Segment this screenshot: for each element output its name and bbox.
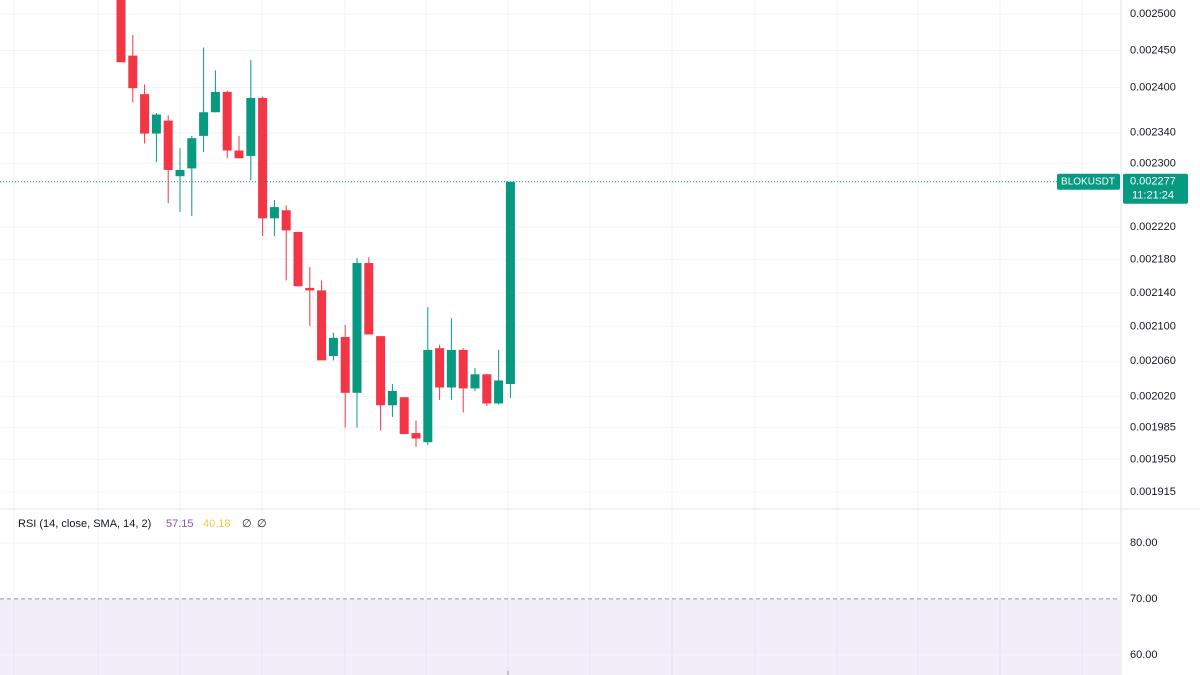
candles bbox=[116, 0, 515, 447]
candle-body bbox=[269, 207, 279, 219]
candle-body bbox=[175, 169, 185, 177]
rsi-title: RSI (14, close, SMA, 14, 2) bbox=[18, 518, 151, 530]
y-tick-label: 0.002450 bbox=[1130, 44, 1176, 56]
candle-body bbox=[151, 114, 161, 134]
symbol-label: BLOKUSDT bbox=[1061, 176, 1115, 187]
candle-body bbox=[258, 97, 268, 219]
rsi-band bbox=[0, 598, 1120, 675]
y-tick-label: 0.002060 bbox=[1130, 355, 1176, 367]
candle-body bbox=[340, 337, 350, 393]
candle-body bbox=[128, 55, 138, 89]
y-tick-label: 0.002180 bbox=[1130, 254, 1176, 266]
candle-body bbox=[140, 94, 150, 134]
y-tick-label: 80.00 bbox=[1130, 537, 1158, 549]
candle-body bbox=[116, 0, 126, 63]
candle-body bbox=[163, 120, 173, 170]
candle-body bbox=[446, 349, 456, 388]
y-tick-label: 0.002100 bbox=[1130, 321, 1176, 333]
candle-body bbox=[411, 433, 421, 439]
candle-body bbox=[470, 374, 480, 389]
price-tag bbox=[1123, 173, 1188, 204]
candle-body bbox=[281, 210, 291, 231]
candle-body bbox=[305, 287, 315, 291]
candle-body bbox=[482, 374, 492, 404]
last-price-label: 0.002277 bbox=[1130, 176, 1176, 188]
candle-body bbox=[387, 391, 397, 406]
candle-body bbox=[210, 91, 220, 113]
y-tick-label: 0.002400 bbox=[1130, 81, 1176, 93]
y-tick-label: 0.002140 bbox=[1130, 287, 1176, 299]
y-tick-label: 0.002220 bbox=[1130, 221, 1176, 233]
y-tick-label: 0.001950 bbox=[1130, 453, 1176, 465]
y-tick-label: 0.002500 bbox=[1130, 8, 1176, 20]
candle-body bbox=[234, 150, 244, 159]
countdown-label: 11:21:24 bbox=[1132, 190, 1174, 202]
y-tick-label: 0.001985 bbox=[1130, 422, 1176, 434]
time-grid bbox=[13, 0, 1083, 675]
candle-body bbox=[222, 91, 232, 151]
y-tick-label: 70.00 bbox=[1130, 593, 1158, 605]
y-tick-label: 0.002300 bbox=[1130, 158, 1176, 170]
symbol-tag bbox=[1057, 173, 1120, 190]
candle-body bbox=[293, 232, 303, 287]
candle-body bbox=[317, 290, 327, 361]
y-tick-label: 0.002340 bbox=[1130, 127, 1176, 139]
candle-body bbox=[352, 263, 362, 393]
y-tick-label: 0.002020 bbox=[1130, 390, 1176, 402]
rsi-extra: ∅ bbox=[257, 518, 267, 530]
candle-body bbox=[199, 112, 209, 136]
rsi-value: 57.15 bbox=[166, 518, 194, 530]
candle-body bbox=[328, 337, 338, 357]
candle-body bbox=[364, 263, 374, 335]
candle-body bbox=[187, 138, 197, 169]
candle-body bbox=[458, 349, 468, 389]
candle-body bbox=[423, 349, 433, 443]
rsi-extra: ∅ bbox=[242, 518, 252, 530]
candle-body bbox=[494, 380, 504, 404]
candle-body bbox=[399, 397, 409, 435]
y-tick-label: 60.00 bbox=[1130, 649, 1158, 661]
rsi-ma-value: 40.18 bbox=[203, 518, 231, 530]
candle-body bbox=[246, 97, 256, 156]
candle-body bbox=[505, 181, 515, 384]
candle-body bbox=[376, 336, 386, 406]
y-tick-label: 0.001915 bbox=[1130, 486, 1176, 498]
candle-body bbox=[435, 348, 445, 388]
